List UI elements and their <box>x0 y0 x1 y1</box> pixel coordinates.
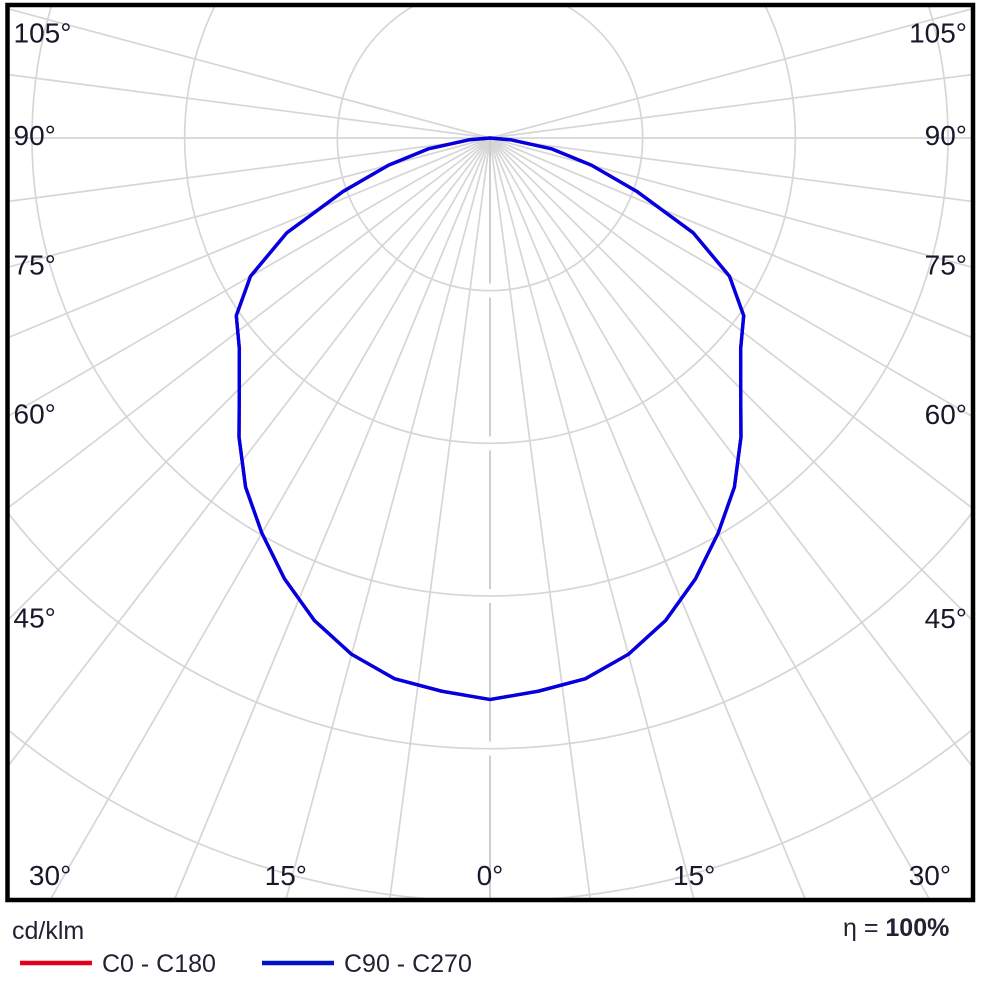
svg-text:C0 - C180: C0 - C180 <box>102 950 216 978</box>
svg-text:15°: 15° <box>673 860 715 891</box>
svg-text:60°: 60° <box>925 399 967 430</box>
svg-text:75°: 75° <box>925 249 967 280</box>
svg-text:C90 - C270: C90 - C270 <box>344 950 472 978</box>
svg-text:105°: 105° <box>909 18 967 49</box>
svg-text:15°: 15° <box>265 860 307 891</box>
svg-text:45°: 45° <box>925 603 967 634</box>
svg-text:30°: 30° <box>909 860 951 891</box>
svg-text:cd/klm: cd/klm <box>12 917 84 945</box>
svg-text:30°: 30° <box>29 860 71 891</box>
svg-text:105°: 105° <box>14 18 72 49</box>
svg-text:90°: 90° <box>14 120 56 151</box>
svg-text:60°: 60° <box>14 399 56 430</box>
svg-text:0°: 0° <box>477 860 504 891</box>
svg-text:45°: 45° <box>14 603 56 634</box>
svg-text:90°: 90° <box>925 120 967 151</box>
svg-text:η = 100%: η = 100% <box>843 914 949 942</box>
svg-text:75°: 75° <box>14 249 56 280</box>
